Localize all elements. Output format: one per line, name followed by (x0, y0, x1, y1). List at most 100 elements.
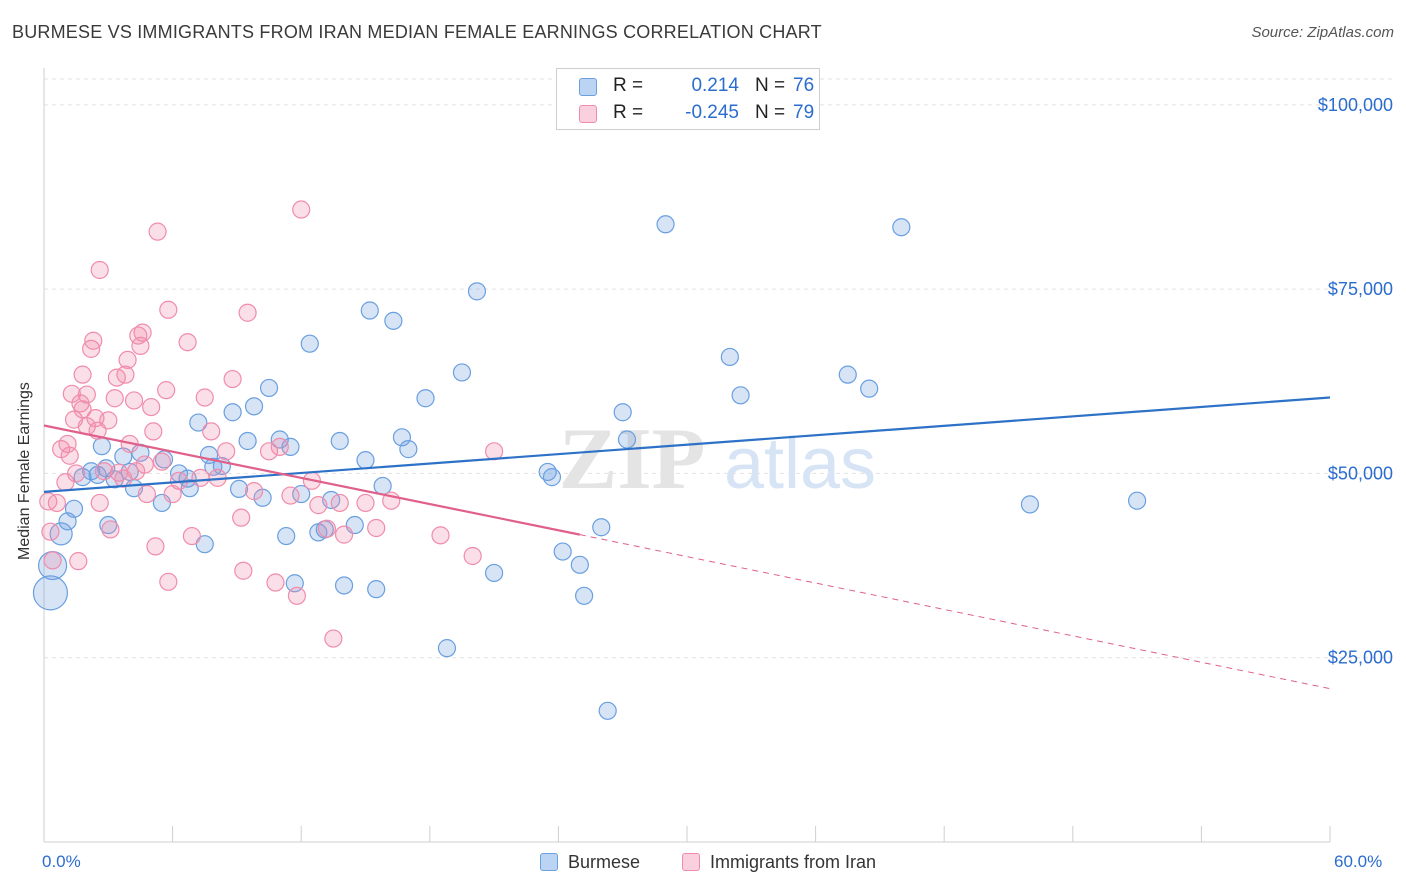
iran-point (94, 462, 114, 481)
legend-item-iran[interactable]: Immigrants from Iran (682, 852, 876, 873)
iran-point (47, 493, 66, 513)
iran-point (73, 365, 92, 384)
burmese-trend-line (43, 396, 1331, 493)
iran-point (159, 572, 178, 591)
iran-point (137, 484, 156, 504)
iran-point (159, 300, 178, 319)
x-axis-max-label: 60.0% (1334, 852, 1383, 871)
burmese-point (64, 499, 84, 518)
burmese-point (392, 428, 412, 447)
burmese-point (613, 403, 632, 422)
iran-point (232, 508, 251, 527)
n-value: 79 (793, 102, 815, 123)
burmese-point (731, 386, 750, 405)
burmese-point (270, 430, 289, 449)
burmese-point (467, 282, 487, 301)
iran-point (99, 411, 118, 430)
iran-point (259, 442, 279, 461)
burmese-point (189, 413, 208, 432)
burmese-point (1020, 495, 1040, 514)
legend-label-iran: Immigrants from Iran (710, 852, 877, 872)
burmese-point (277, 526, 296, 546)
burmese-point (437, 639, 457, 658)
burmese-point (553, 542, 572, 561)
burmese-point (598, 701, 617, 720)
iran-swatch (682, 853, 700, 871)
iran-point (77, 385, 96, 404)
n-label: N = (755, 75, 786, 96)
burmese-swatch (540, 853, 558, 871)
chart-title: BURMESE VS IMMIGRANTS FROM IRAN MEDIAN F… (12, 22, 822, 42)
iran-point (234, 561, 253, 580)
iran-point (67, 464, 86, 483)
legend-item-burmese[interactable]: Burmese (540, 852, 640, 873)
iran-point (367, 518, 386, 538)
burmese-point (223, 403, 242, 422)
iran-trend-line (43, 424, 581, 536)
burmese-point (860, 379, 879, 398)
iran-point (266, 573, 285, 592)
iran-point (244, 482, 264, 501)
y-tick-label: $75,000 (1328, 279, 1393, 299)
iran-point (330, 493, 349, 513)
burmese-point (485, 563, 504, 583)
iran-point (124, 391, 144, 410)
burmese-point (259, 378, 279, 398)
iran-point (118, 350, 137, 370)
burmese-point (570, 555, 589, 574)
iran-point (90, 493, 109, 513)
iran-point (217, 442, 236, 461)
stats-legend: R = 0.214 N = 76 R = -0.245 N = 79 (556, 68, 820, 130)
r-label: R = (613, 75, 644, 96)
iran-point (43, 551, 62, 570)
burmese-point (617, 430, 637, 449)
iran-point (309, 496, 328, 515)
burmese-point (334, 576, 354, 595)
burmese-point (656, 215, 675, 234)
legend-label-burmese: Burmese (568, 852, 641, 872)
iran-point (152, 452, 171, 471)
y-axis-label: Median Female Earnings (16, 382, 33, 560)
iran-point (135, 455, 154, 474)
iran-point (146, 537, 165, 556)
burmese-point (399, 440, 418, 459)
burmese-point (238, 431, 257, 451)
r-value: 0.214 (691, 75, 739, 96)
y-tick-label: $100,000 (1318, 95, 1393, 115)
iran-point (90, 260, 109, 280)
iran-point (292, 200, 311, 219)
x-axis-min-label: 0.0% (42, 852, 81, 871)
burmese-point (92, 437, 111, 456)
burmese-point (330, 431, 349, 451)
iran-point (238, 303, 257, 322)
iran-point (317, 519, 337, 538)
burmese-point (300, 334, 319, 353)
burmese-point (542, 468, 562, 487)
iran-point (356, 493, 375, 513)
iran-point (281, 486, 300, 505)
n-label: N = (755, 102, 786, 123)
iran-point (41, 522, 60, 541)
burmese-point (384, 311, 403, 330)
iran-point (116, 365, 135, 384)
iran-trend-line-extension (579, 534, 1331, 690)
burmese-swatch (579, 78, 597, 96)
burmese-point (838, 365, 857, 384)
burmese-point (575, 586, 594, 605)
iran-point (287, 586, 307, 605)
iran-point (148, 222, 167, 241)
n-value: 76 (793, 75, 815, 96)
y-tick-label: $50,000 (1328, 463, 1393, 483)
iran-point (69, 552, 88, 571)
iran-swatch (579, 105, 597, 123)
burmese-point (367, 580, 386, 599)
burmese-point (195, 535, 214, 554)
iran-point (334, 525, 354, 544)
burmese-point (892, 218, 911, 237)
iran-point (157, 381, 176, 400)
iran-point (105, 389, 124, 408)
watermark-zip: ZIP (559, 411, 706, 508)
iran-point (60, 446, 79, 465)
iran-point (131, 336, 150, 356)
